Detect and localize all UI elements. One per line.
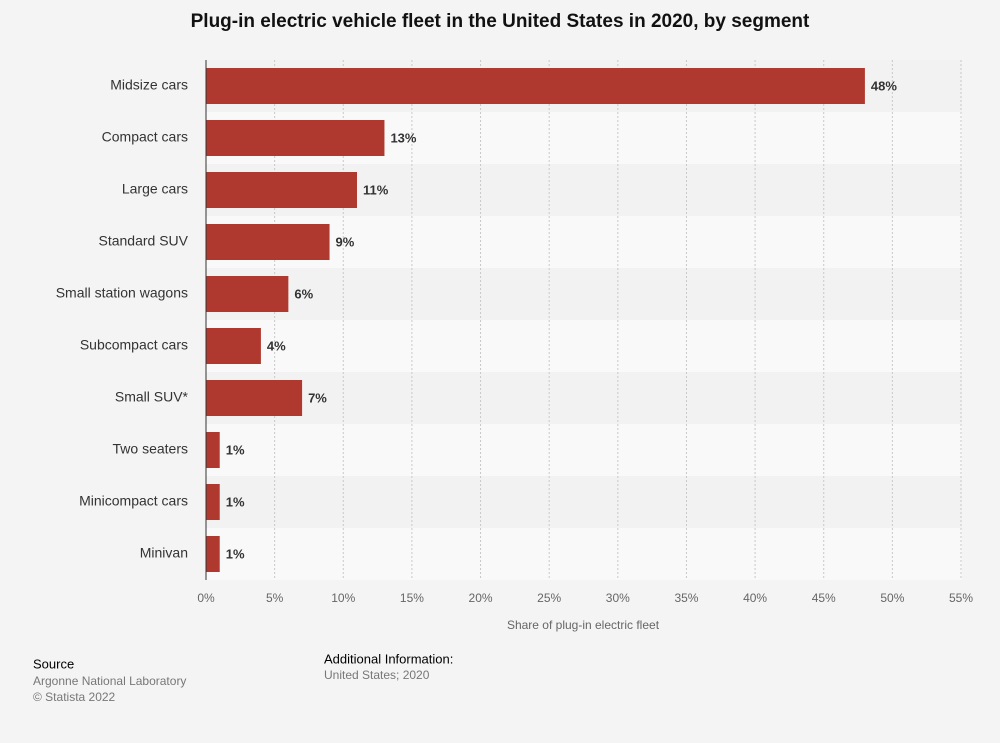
bar <box>206 536 220 572</box>
value-label: 11% <box>363 182 389 197</box>
x-tick-label: 55% <box>949 591 973 605</box>
bar <box>206 68 865 104</box>
x-tick-label: 40% <box>743 591 767 605</box>
row-band <box>206 476 962 528</box>
row-band <box>206 528 962 580</box>
bar <box>206 224 330 260</box>
x-tick-label: 20% <box>469 591 493 605</box>
bar <box>206 328 261 364</box>
y-tick-label: Two seaters <box>113 441 188 457</box>
row-band <box>206 424 962 476</box>
x-tick-label: 0% <box>197 591 215 605</box>
chart-title: Plug-in electric vehicle fleet in the Un… <box>191 11 810 32</box>
value-label: 4% <box>267 338 286 353</box>
bar <box>206 172 357 208</box>
bar <box>206 276 289 312</box>
y-tick-label: Compact cars <box>102 129 188 145</box>
value-label: 13% <box>390 130 416 145</box>
x-tick-label: 35% <box>674 591 698 605</box>
y-tick-label: Subcompact cars <box>80 337 188 353</box>
y-tick-label: Standard SUV <box>99 233 189 249</box>
value-label: 1% <box>226 442 245 457</box>
row-band <box>206 372 962 424</box>
row-band <box>206 320 962 372</box>
info-label: Additional Information: <box>324 651 453 666</box>
value-label: 9% <box>336 234 355 249</box>
x-tick-label: 5% <box>266 591 284 605</box>
x-tick-label: 50% <box>880 591 904 605</box>
x-tick-label: 30% <box>606 591 630 605</box>
y-tick-label: Minicompact cars <box>79 493 188 509</box>
x-tick-label: 25% <box>537 591 561 605</box>
y-tick-label: Minivan <box>140 545 188 561</box>
x-tick-label: 15% <box>400 591 424 605</box>
source: Argonne National Laboratory <box>33 674 186 688</box>
y-tick-label: Midsize cars <box>110 77 188 93</box>
value-label: 6% <box>294 286 313 301</box>
bar <box>206 432 220 468</box>
y-tick-label: Large cars <box>122 181 188 197</box>
x-tick-label: 45% <box>812 591 836 605</box>
bar <box>206 380 303 416</box>
value-label: 7% <box>308 390 327 405</box>
bar <box>206 120 385 156</box>
y-tick-label: Small station wagons <box>56 285 188 301</box>
row-band <box>206 216 962 268</box>
value-label: 1% <box>226 546 245 561</box>
y-tick-label: Small SUV* <box>115 389 189 405</box>
info: United States; 2020 <box>324 668 430 682</box>
value-label: 1% <box>226 494 245 509</box>
row-band <box>206 268 962 320</box>
value-label: 48% <box>871 78 897 93</box>
source-label: Source <box>33 656 74 671</box>
bar <box>206 484 220 520</box>
copyright: © Statista 2022 <box>33 690 116 704</box>
x-axis-title: Share of plug-in electric fleet <box>507 618 660 632</box>
x-tick-label: 10% <box>331 591 355 605</box>
